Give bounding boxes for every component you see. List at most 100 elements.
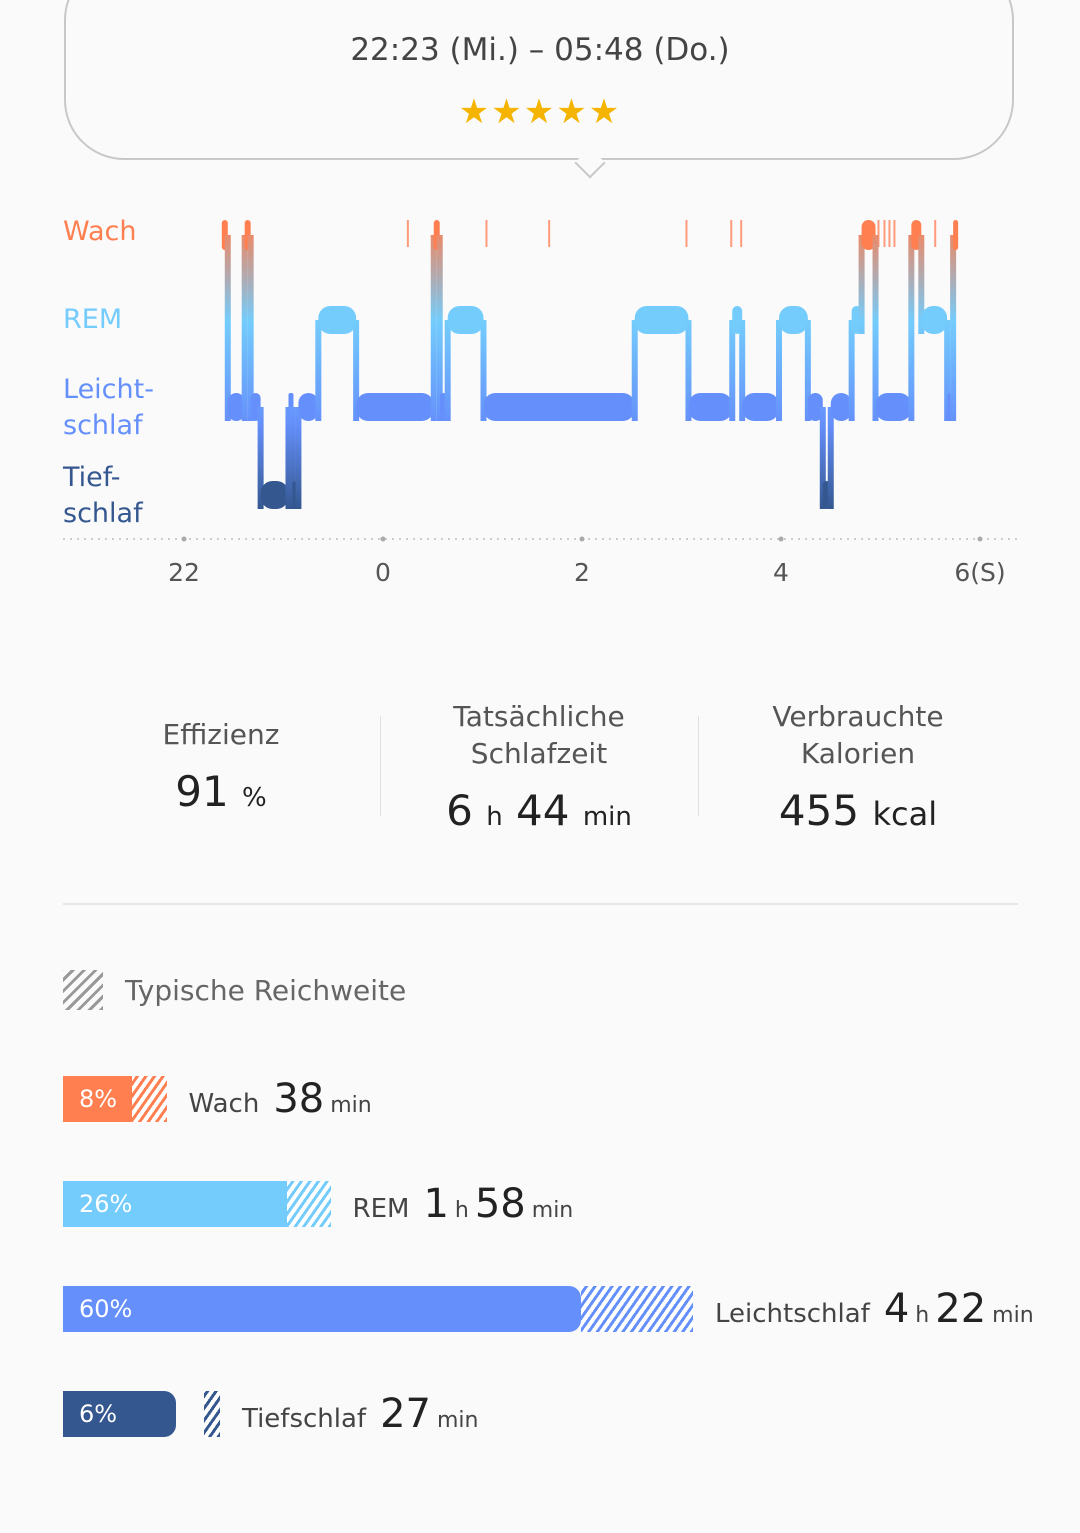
star-icon: ★ [491, 92, 524, 132]
stage-label-light-1: Leicht- [63, 374, 154, 405]
stage-segment-light [875, 393, 912, 421]
stage-breakdown-row: 8% Wach 38 min [63, 1076, 378, 1122]
stage-transition [950, 235, 957, 421]
stage-label-light: Leicht-schlaf [63, 372, 154, 444]
stage-bar: 60% [63, 1286, 693, 1332]
stage-transition [739, 320, 746, 421]
stage-label-light-2: schlaf [63, 410, 143, 441]
typical-range-hatch [204, 1391, 220, 1437]
stage-bar-fill: 26% [63, 1181, 288, 1227]
stage-percent: 8% [79, 1085, 118, 1113]
x-tick [579, 536, 585, 542]
stage-transition [247, 235, 254, 421]
stage-percent: 6% [79, 1400, 118, 1428]
stage-transition [804, 320, 811, 421]
stage-transition [827, 407, 834, 509]
minutes-unit: min [531, 1198, 574, 1223]
stage-transition [224, 235, 231, 421]
stat-efficiency: Effizienz 91 % [71, 698, 371, 816]
stat-hours-unit: h [486, 802, 503, 832]
stage-transition [353, 320, 360, 421]
stage-minutes: 22 [935, 1286, 987, 1332]
x-tick [778, 536, 784, 542]
stage-hours: 4 [883, 1286, 910, 1332]
stage-percent: 60% [79, 1295, 133, 1323]
stage-segment-rem [779, 306, 808, 334]
stage-breakdown-row: 6% Tiefschlaf 27 min [63, 1391, 485, 1437]
x-tick [181, 536, 187, 542]
stat-unit: % [242, 783, 267, 813]
stage-segment-light [688, 393, 733, 421]
stat-unit: kcal [872, 795, 938, 833]
stage-segment-rem [634, 306, 689, 334]
stage-segment-wake [953, 220, 959, 250]
stage-transition [944, 320, 951, 421]
stage-transition [241, 235, 248, 421]
minutes-unit: min [992, 1303, 1034, 1328]
stat-title-1: Tatsächliche [453, 700, 625, 733]
stage-transition [685, 320, 692, 421]
stage-breakdown-row: 60% Leichtschlaf 4 h 22 min [63, 1286, 1040, 1332]
hours-unit: h [454, 1198, 469, 1223]
stage-name: Leichtschlaf [714, 1299, 870, 1329]
stage-segment-light [298, 393, 319, 421]
stage-segment-light [483, 393, 635, 421]
stage-label-rem: REM [63, 304, 123, 335]
stage-transition [480, 320, 487, 421]
stage-transition [315, 320, 322, 421]
stat-hours: 6 [446, 786, 473, 835]
x-tick [977, 536, 983, 542]
stat-sleep-time: Tatsächliche Schlafzeit 6 h 44 min [389, 698, 689, 835]
stage-segment-rem [447, 306, 484, 334]
stage-breakdown-row: 26% REM 1 h 58 min [63, 1181, 579, 1227]
x-tick [380, 536, 386, 542]
stage-segment-light [807, 393, 823, 421]
star-icon: ★ [458, 92, 492, 132]
hours-unit: h [915, 1303, 930, 1328]
stat-value: 455 [778, 786, 860, 835]
divider [63, 903, 1018, 905]
stage-segment-light [742, 393, 780, 421]
divider [380, 716, 381, 816]
stage-minutes: 38 [273, 1076, 325, 1122]
stage-name: REM [352, 1194, 410, 1224]
typical-range-hatch [287, 1181, 331, 1227]
stage-bar: 6% [63, 1391, 220, 1437]
stat-title-1: Verbrauchte [772, 700, 944, 733]
stage-minutes: 27 [380, 1391, 431, 1437]
stat-title-2: Schlafzeit [470, 737, 608, 770]
typical-range-hatch [132, 1076, 167, 1122]
stage-transition [908, 235, 915, 421]
typical-range-hatch [580, 1286, 693, 1332]
stage-name: Wach [188, 1089, 260, 1119]
stage-segment-light [227, 393, 245, 421]
stage-transition [285, 407, 292, 509]
stage-bar: 26% [63, 1181, 331, 1227]
star-rating[interactable]: ★★★★★ [0, 92, 1080, 132]
minutes-unit: min [330, 1093, 372, 1118]
stage-transition [918, 235, 925, 334]
stage-transition [295, 407, 302, 509]
minutes-unit: min [437, 1408, 479, 1433]
x-tick-label: 4 [773, 558, 789, 587]
stage-transition [257, 407, 264, 509]
stat-value: 91 [175, 767, 229, 816]
x-tick-label: 2 [574, 558, 590, 587]
stage-label-deep-2: schlaf [63, 498, 143, 529]
legend-label: Typische Reichweite [125, 973, 407, 1007]
divider [698, 716, 699, 816]
stage-bar-fill: 8% [63, 1076, 133, 1122]
stage-transition [444, 320, 451, 421]
stat-minutes-unit: min [582, 802, 632, 832]
x-tick-label: 0 [375, 558, 391, 587]
typical-range-legend: Typische Reichweite [63, 970, 406, 1010]
stage-transition [819, 407, 826, 509]
stage-transition [858, 235, 865, 334]
stage-segment-light [830, 393, 852, 421]
stage-bar-fill: 6% [63, 1391, 176, 1437]
stage-transition [631, 320, 638, 421]
stage-bar-fill: 60% [63, 1286, 581, 1332]
stage-transition [848, 320, 855, 421]
stage-name: Tiefschlaf [242, 1404, 367, 1434]
stat-calories: Verbrauchte Kalorien 455 kcal [708, 698, 1008, 835]
